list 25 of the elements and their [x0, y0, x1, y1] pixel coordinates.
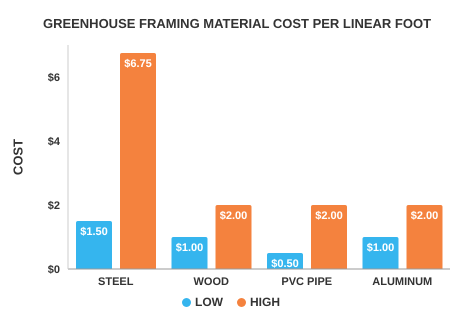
data-label: $2.00 — [410, 210, 438, 222]
data-label: $2.00 — [315, 210, 343, 222]
x-tick-label: STEEL — [98, 276, 134, 288]
bar — [406, 205, 442, 269]
data-label: $6.75 — [124, 58, 152, 70]
data-label: $2.00 — [220, 210, 248, 222]
chart-title: GREENHOUSE FRAMING MATERIAL COST PER LINEAR FOOT — [42, 15, 432, 31]
bar — [120, 53, 156, 269]
x-tick-label: WOOD — [194, 276, 230, 288]
bar — [311, 205, 347, 269]
legend-label: LOW — [194, 295, 223, 309]
y-tick-label: $0 — [48, 264, 60, 276]
y-tick-label: $2 — [48, 200, 60, 212]
data-label: $0.50 — [271, 258, 299, 270]
y-axis-title: COST — [10, 138, 26, 176]
data-label: $1.50 — [80, 226, 108, 238]
x-tick-label: PVC PIPE — [281, 276, 332, 288]
y-tick-label: $6 — [48, 72, 60, 84]
data-label: $1.00 — [366, 242, 394, 254]
x-tick-label: ALUMINUM — [372, 276, 432, 288]
y-tick-label: $4 — [48, 136, 61, 148]
legend-label: HIGH — [249, 295, 280, 309]
bar — [76, 221, 112, 269]
data-label: $1.00 — [176, 242, 204, 254]
bar — [216, 205, 252, 269]
